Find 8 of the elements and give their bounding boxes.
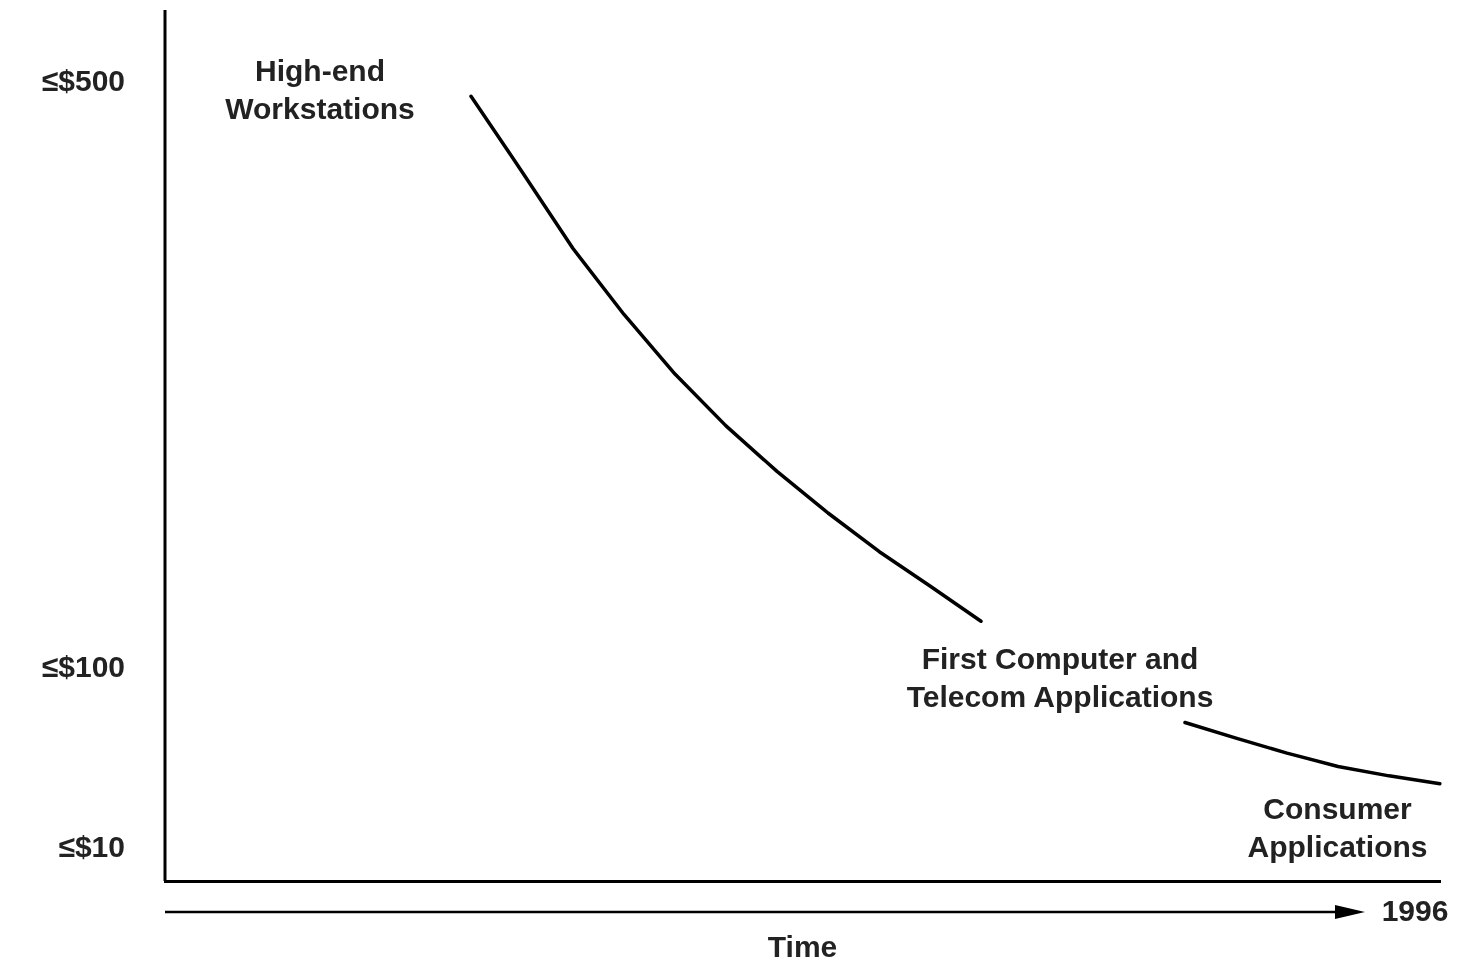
text: ≤$10 [57, 829, 125, 865]
text: ≤$500 [40, 63, 125, 99]
annotation: First Computer and Telecom Applications [905, 641, 1215, 715]
annotation: Consumer Applications [1246, 791, 1429, 865]
text: 1996 [1380, 893, 1450, 929]
x-axis-title: Time [767, 930, 838, 964]
text: ≤$100 [40, 649, 125, 685]
annotation: High-end Workstations [224, 53, 416, 127]
